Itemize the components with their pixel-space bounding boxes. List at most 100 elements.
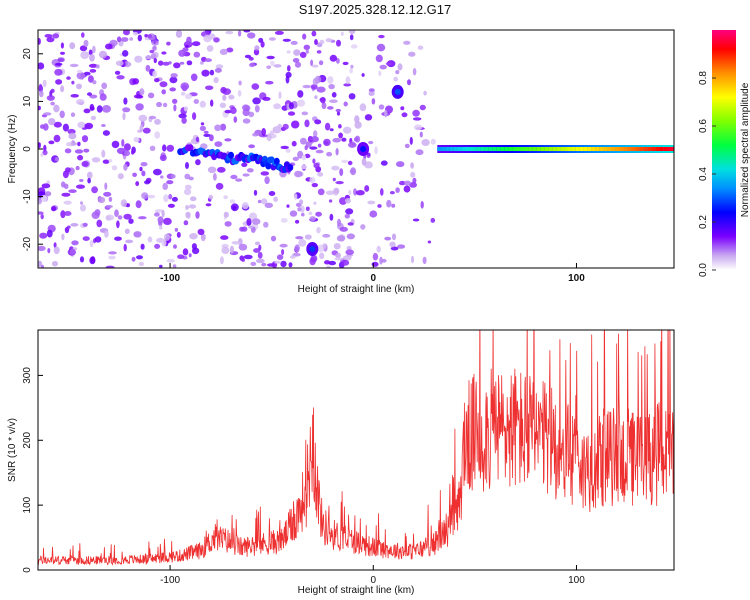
spectrogram-stable-track-core: [532, 147, 539, 151]
spectrogram-noise-blob: [338, 132, 343, 139]
y-tick-label: -10: [22, 189, 33, 204]
spectrogram-noise-blob: [192, 112, 197, 120]
spectrogram-noise-blob: [242, 173, 250, 177]
spectrogram-noise-blob: [178, 49, 186, 57]
colorbar: 0.0 0.2 0.4 0.6 0.8 Normalized spectral ampl…: [698, 30, 750, 277]
spectrogram-noise-blob: [69, 42, 76, 50]
spectrogram-noise-blob: [396, 161, 405, 168]
spectrogram-noise-blob: [322, 233, 331, 238]
spectrogram-noise-blob: [309, 176, 316, 184]
spectrogram-noise-blob: [114, 70, 121, 75]
spectrogram-noise-blob: [354, 135, 361, 143]
spectrogram-noise-blob: [280, 260, 287, 268]
spectrogram-noise-blob: [319, 252, 325, 260]
spectrogram-noise-blob: [89, 69, 97, 73]
spectrogram-noise-blob: [237, 90, 242, 97]
spectrogram-noise-blob: [243, 254, 253, 260]
spectrogram-noise-blob: [391, 233, 397, 241]
spectrogram-noise-blob: [343, 126, 352, 134]
spectrogram-noise-blob: [83, 71, 91, 76]
spectrogram-noise-blob: [342, 61, 349, 66]
x-tick-label: 0: [370, 273, 376, 284]
spectrogram-noise-blob: [348, 189, 352, 195]
spectrogram-noise-blob: [54, 68, 63, 76]
spectrogram-noise-blob: [383, 109, 388, 118]
spectrogram-noise-blob: [350, 44, 358, 49]
spectrogram-noise-blob: [430, 138, 436, 145]
spectrogram-noise-blob: [219, 48, 228, 56]
spectrogram-noise-blob: [183, 188, 192, 196]
spectrogram-noise-blob: [52, 33, 60, 39]
spectrogram-noise-blob: [341, 137, 347, 142]
spectrogram-noise-blob: [38, 245, 46, 252]
spectrogram-noise-blob: [89, 106, 95, 111]
spectrogram-stable-track-core: [476, 147, 484, 151]
spectrogram-noise-blob: [161, 51, 167, 55]
spectrogram-noise-blob: [266, 133, 272, 142]
spectrogram-stable-track-core: [528, 147, 535, 151]
spectrogram-noise-blob: [123, 143, 131, 151]
spectrogram-noise-blob: [303, 44, 310, 50]
spectrogram-noise-blob: [288, 102, 294, 110]
spectrogram-noise-blob: [326, 151, 333, 157]
spectrogram-noise-blob: [348, 93, 356, 100]
spectrogram-noise-blob: [331, 92, 337, 98]
spectrogram-noise-blob: [354, 121, 362, 129]
spectrogram-noise-blob: [50, 88, 55, 93]
spectrogram-noise-blob: [395, 70, 400, 75]
spectrogram-noise-blob: [55, 79, 63, 85]
spectrogram-noise-blob: [371, 261, 379, 267]
spectrogram-noise-blob: [344, 197, 351, 204]
spectrogram-noise-blob: [339, 168, 344, 177]
spectrogram-noise-blob: [230, 174, 238, 180]
spectrogram-noise-blob: [298, 239, 307, 247]
spectrogram-noise-blob: [95, 64, 100, 69]
spectrogram-stable-track-core: [587, 147, 595, 151]
spectrogram-noise-blob: [108, 158, 113, 163]
spectrogram-noise-blob: [292, 156, 299, 161]
spectrogram-noise-blob: [43, 123, 49, 131]
spectrogram-noise-blob: [378, 34, 385, 39]
spectrogram-noise-blob: [141, 170, 146, 177]
spectrogram-noise-blob: [139, 166, 143, 172]
spectrogram-noise-blob: [121, 37, 129, 42]
spectrogram-noise-blob: [322, 243, 327, 249]
spectrogram-stable-track-core: [651, 147, 658, 151]
spectrogram-noise-blob: [138, 114, 148, 122]
spectrogram-noise-blob: [353, 188, 357, 196]
spectrogram-noise-blob: [380, 160, 388, 166]
spectrogram-noise-blob: [310, 136, 319, 143]
spectrogram-noise-blob: [88, 49, 93, 56]
spectrogram-noise-blob: [268, 37, 276, 41]
spectrogram-noise-blob: [304, 145, 308, 151]
spectrogram-noise-blob: [98, 50, 108, 59]
spectrogram-noise-blob: [200, 233, 206, 242]
spectrogram-noise-blob: [361, 157, 367, 166]
spectrogram-noise-blob: [51, 206, 57, 212]
spectrogram-noise-blob: [38, 142, 41, 149]
spectrogram-stable-track-core: [496, 147, 504, 151]
spectrogram-noise-blob: [225, 30, 234, 35]
spectrogram-noise-blob: [51, 260, 59, 267]
spectrogram-noise-blob: [153, 57, 157, 64]
spectrogram-noise-blob: [40, 214, 44, 220]
spectrogram-noise-blob: [348, 142, 357, 148]
spectrogram-stable-track-core: [516, 147, 523, 151]
spectrogram-noise-blob: [412, 218, 420, 222]
snr-ylabel: SNR (10 * v/v): [7, 418, 18, 482]
spectrogram-noise-blob: [410, 162, 414, 169]
spectrogram-noise-blob: [38, 260, 43, 268]
spectrogram-noise-blob: [76, 72, 86, 80]
spectrogram-stable-track-core: [484, 147, 492, 151]
spectrogram-noise-blob: [46, 229, 53, 238]
spectrogram-noise-blob: [237, 30, 242, 37]
spectrogram-noise-blob: [169, 87, 176, 92]
spectrogram-noise-blob: [220, 123, 227, 131]
spectrogram-noise-blob: [246, 218, 252, 226]
spectrogram-noise-blob: [131, 150, 135, 155]
spectrogram-noise-blob: [395, 187, 400, 193]
spectrogram-noise-blob: [224, 138, 232, 142]
spectrogram-noise-blob: [410, 255, 415, 264]
colorbar-tick-label: 0.2: [698, 215, 709, 229]
spectrogram-noise-blob: [263, 221, 269, 228]
